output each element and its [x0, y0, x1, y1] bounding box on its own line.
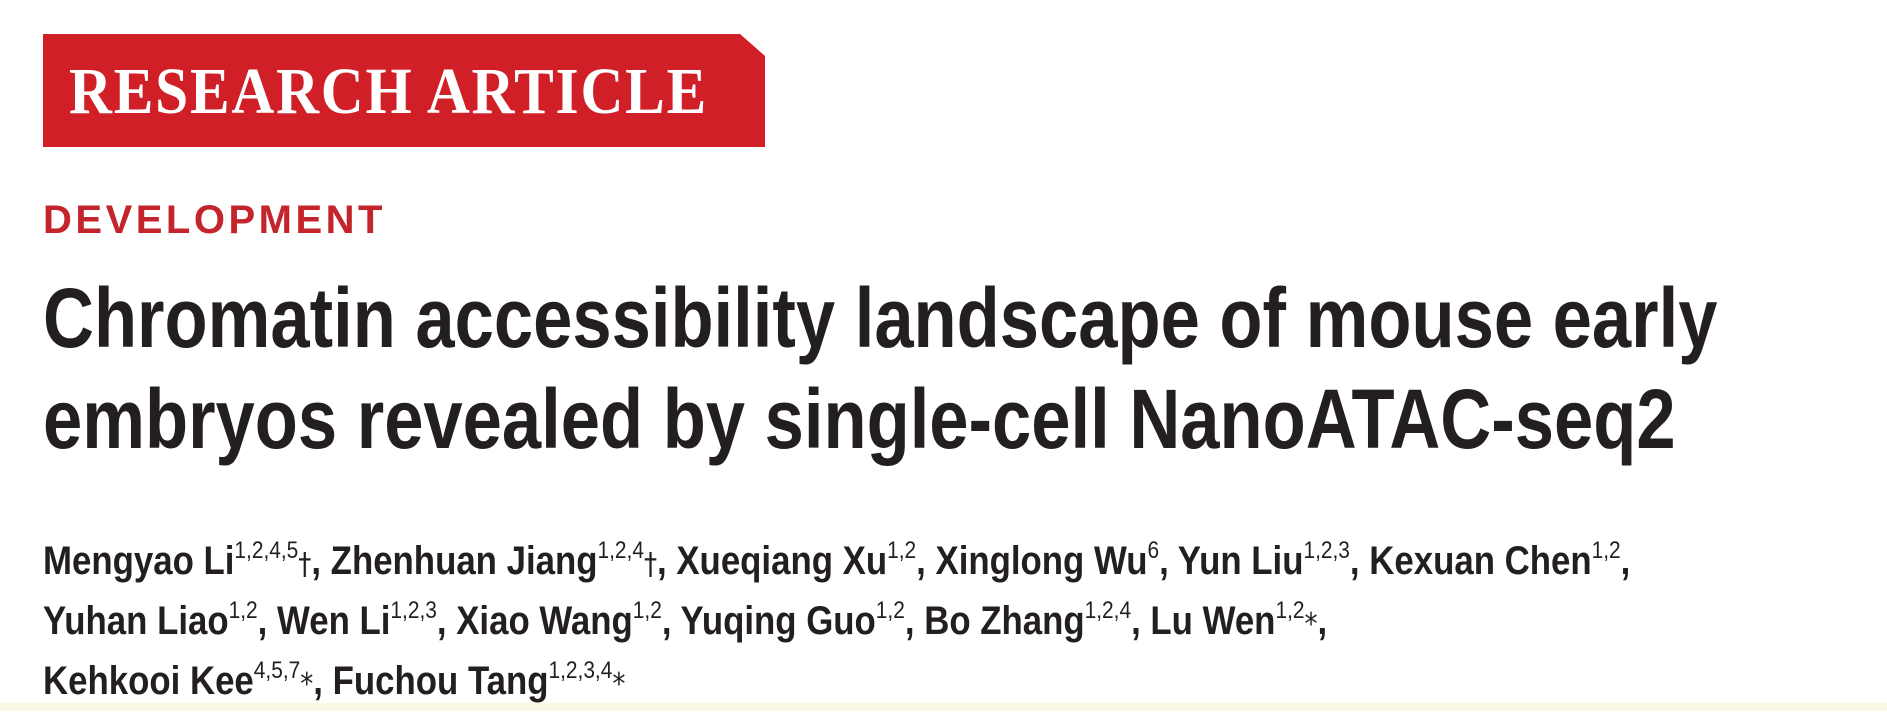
- author-separator: ,: [657, 539, 677, 583]
- author-name: Xueqiang Xu: [676, 539, 888, 583]
- author-list: Mengyao Li1,2,4,5†, Zhenhuan Jiang1,2,4†…: [43, 533, 1630, 713]
- author-name: Xinglong Wu: [935, 539, 1148, 583]
- author: Xiao Wang1,2,: [456, 597, 681, 644]
- author-affiliations: 1,2,4,5: [234, 537, 299, 564]
- author-separator: ,: [904, 599, 925, 643]
- author-separator: ,: [1317, 599, 1328, 643]
- author: Mengyao Li1,2,4,5†,: [43, 537, 331, 584]
- author-name: Yuqing Guo: [680, 599, 876, 643]
- author-separator: ,: [916, 539, 936, 583]
- author-separator: ,: [436, 599, 457, 643]
- author-name: Zhenhuan Jiang: [330, 539, 598, 583]
- author-name: Yuhan Liao: [43, 599, 229, 643]
- author-line-3: Kehkooi Kee4,5,7*, Fuchou Tang1,2,3,4*: [43, 653, 1630, 713]
- author-affiliations: 6: [1147, 537, 1160, 564]
- author-name: Wen Li: [277, 599, 391, 643]
- author: Yun Liu1,2,3,: [1177, 537, 1370, 584]
- author-affiliations: 1,2: [875, 597, 905, 624]
- author-affiliations: 1,2: [887, 537, 917, 564]
- author-name: Kehkooi Kee: [43, 659, 254, 703]
- title-line-1: Chromatin accessibility landscape of mou…: [43, 271, 1718, 365]
- author-separator: ,: [1620, 539, 1631, 583]
- author-separator: ,: [1349, 539, 1370, 583]
- author: Kexuan Chen1,2,: [1369, 537, 1631, 584]
- author-affiliations: 1,2,3: [1303, 537, 1350, 564]
- author-name: Bo Zhang: [924, 599, 1085, 643]
- article-type-banner: RESEARCH ARTICLE: [43, 34, 765, 147]
- author: Xinglong Wu6,: [935, 537, 1178, 584]
- author-affiliations: 1,2,4: [597, 537, 644, 564]
- author-separator: ,: [311, 539, 331, 583]
- author-mark: †: [298, 547, 312, 582]
- author-name: Kexuan Chen: [1369, 539, 1592, 583]
- author-affiliations: 1,2: [228, 597, 258, 624]
- author-affiliations: 1,2: [1591, 537, 1621, 564]
- author-mark: *: [612, 667, 626, 702]
- author: Yuqing Guo1,2,: [680, 597, 925, 644]
- author-affiliations: 4,5,7: [253, 657, 301, 684]
- author-affiliations: 1,2,3,4: [548, 657, 613, 684]
- author-separator: ,: [313, 659, 333, 703]
- author-name: Yun Liu: [1177, 539, 1304, 583]
- article-type-label: RESEARCH ARTICLE: [69, 55, 709, 128]
- author-line-1: Mengyao Li1,2,4,5†, Zhenhuan Jiang1,2,4†…: [43, 533, 1630, 593]
- author-affiliations: 1,2,4: [1084, 597, 1132, 624]
- author-affiliations: 1,2,3: [390, 597, 437, 624]
- author-name: Lu Wen: [1150, 599, 1276, 643]
- author-separator: ,: [257, 599, 278, 643]
- author-affiliations: 1,2: [632, 597, 662, 624]
- author: Xueqiang Xu1,2,: [676, 537, 936, 584]
- author: Yuhan Liao1,2,: [43, 597, 278, 644]
- author-mark: †: [643, 547, 658, 582]
- author-mark: *: [300, 667, 314, 702]
- author-separator: ,: [1131, 599, 1151, 643]
- author-name: Fuchou Tang: [332, 659, 549, 703]
- author-affiliations: 1,2: [1275, 597, 1305, 624]
- author: Fuchou Tang1,2,3,4*: [332, 657, 626, 704]
- author: Wen Li1,2,3,: [277, 597, 457, 644]
- author-separator: ,: [661, 599, 681, 643]
- author: Lu Wen1,2*,: [1150, 597, 1328, 644]
- author: Kehkooi Kee4,5,7*,: [43, 657, 333, 704]
- section-label: DEVELOPMENT: [43, 198, 386, 242]
- author-line-2: Yuhan Liao1,2, Wen Li1,2,3, Xiao Wang1,2…: [43, 593, 1630, 653]
- author: Bo Zhang1,2,4,: [924, 597, 1151, 644]
- author-separator: ,: [1159, 539, 1178, 583]
- page-bottom-strip: [0, 703, 1887, 711]
- author-name: Xiao Wang: [456, 599, 633, 643]
- author-name: Mengyao Li: [43, 539, 235, 583]
- article-title: Chromatin accessibility landscape of mou…: [43, 268, 1717, 470]
- author-mark: *: [1304, 607, 1318, 642]
- author: Zhenhuan Jiang1,2,4†,: [330, 537, 677, 584]
- title-line-2: embryos revealed by single-cell NanoATAC…: [43, 372, 1676, 466]
